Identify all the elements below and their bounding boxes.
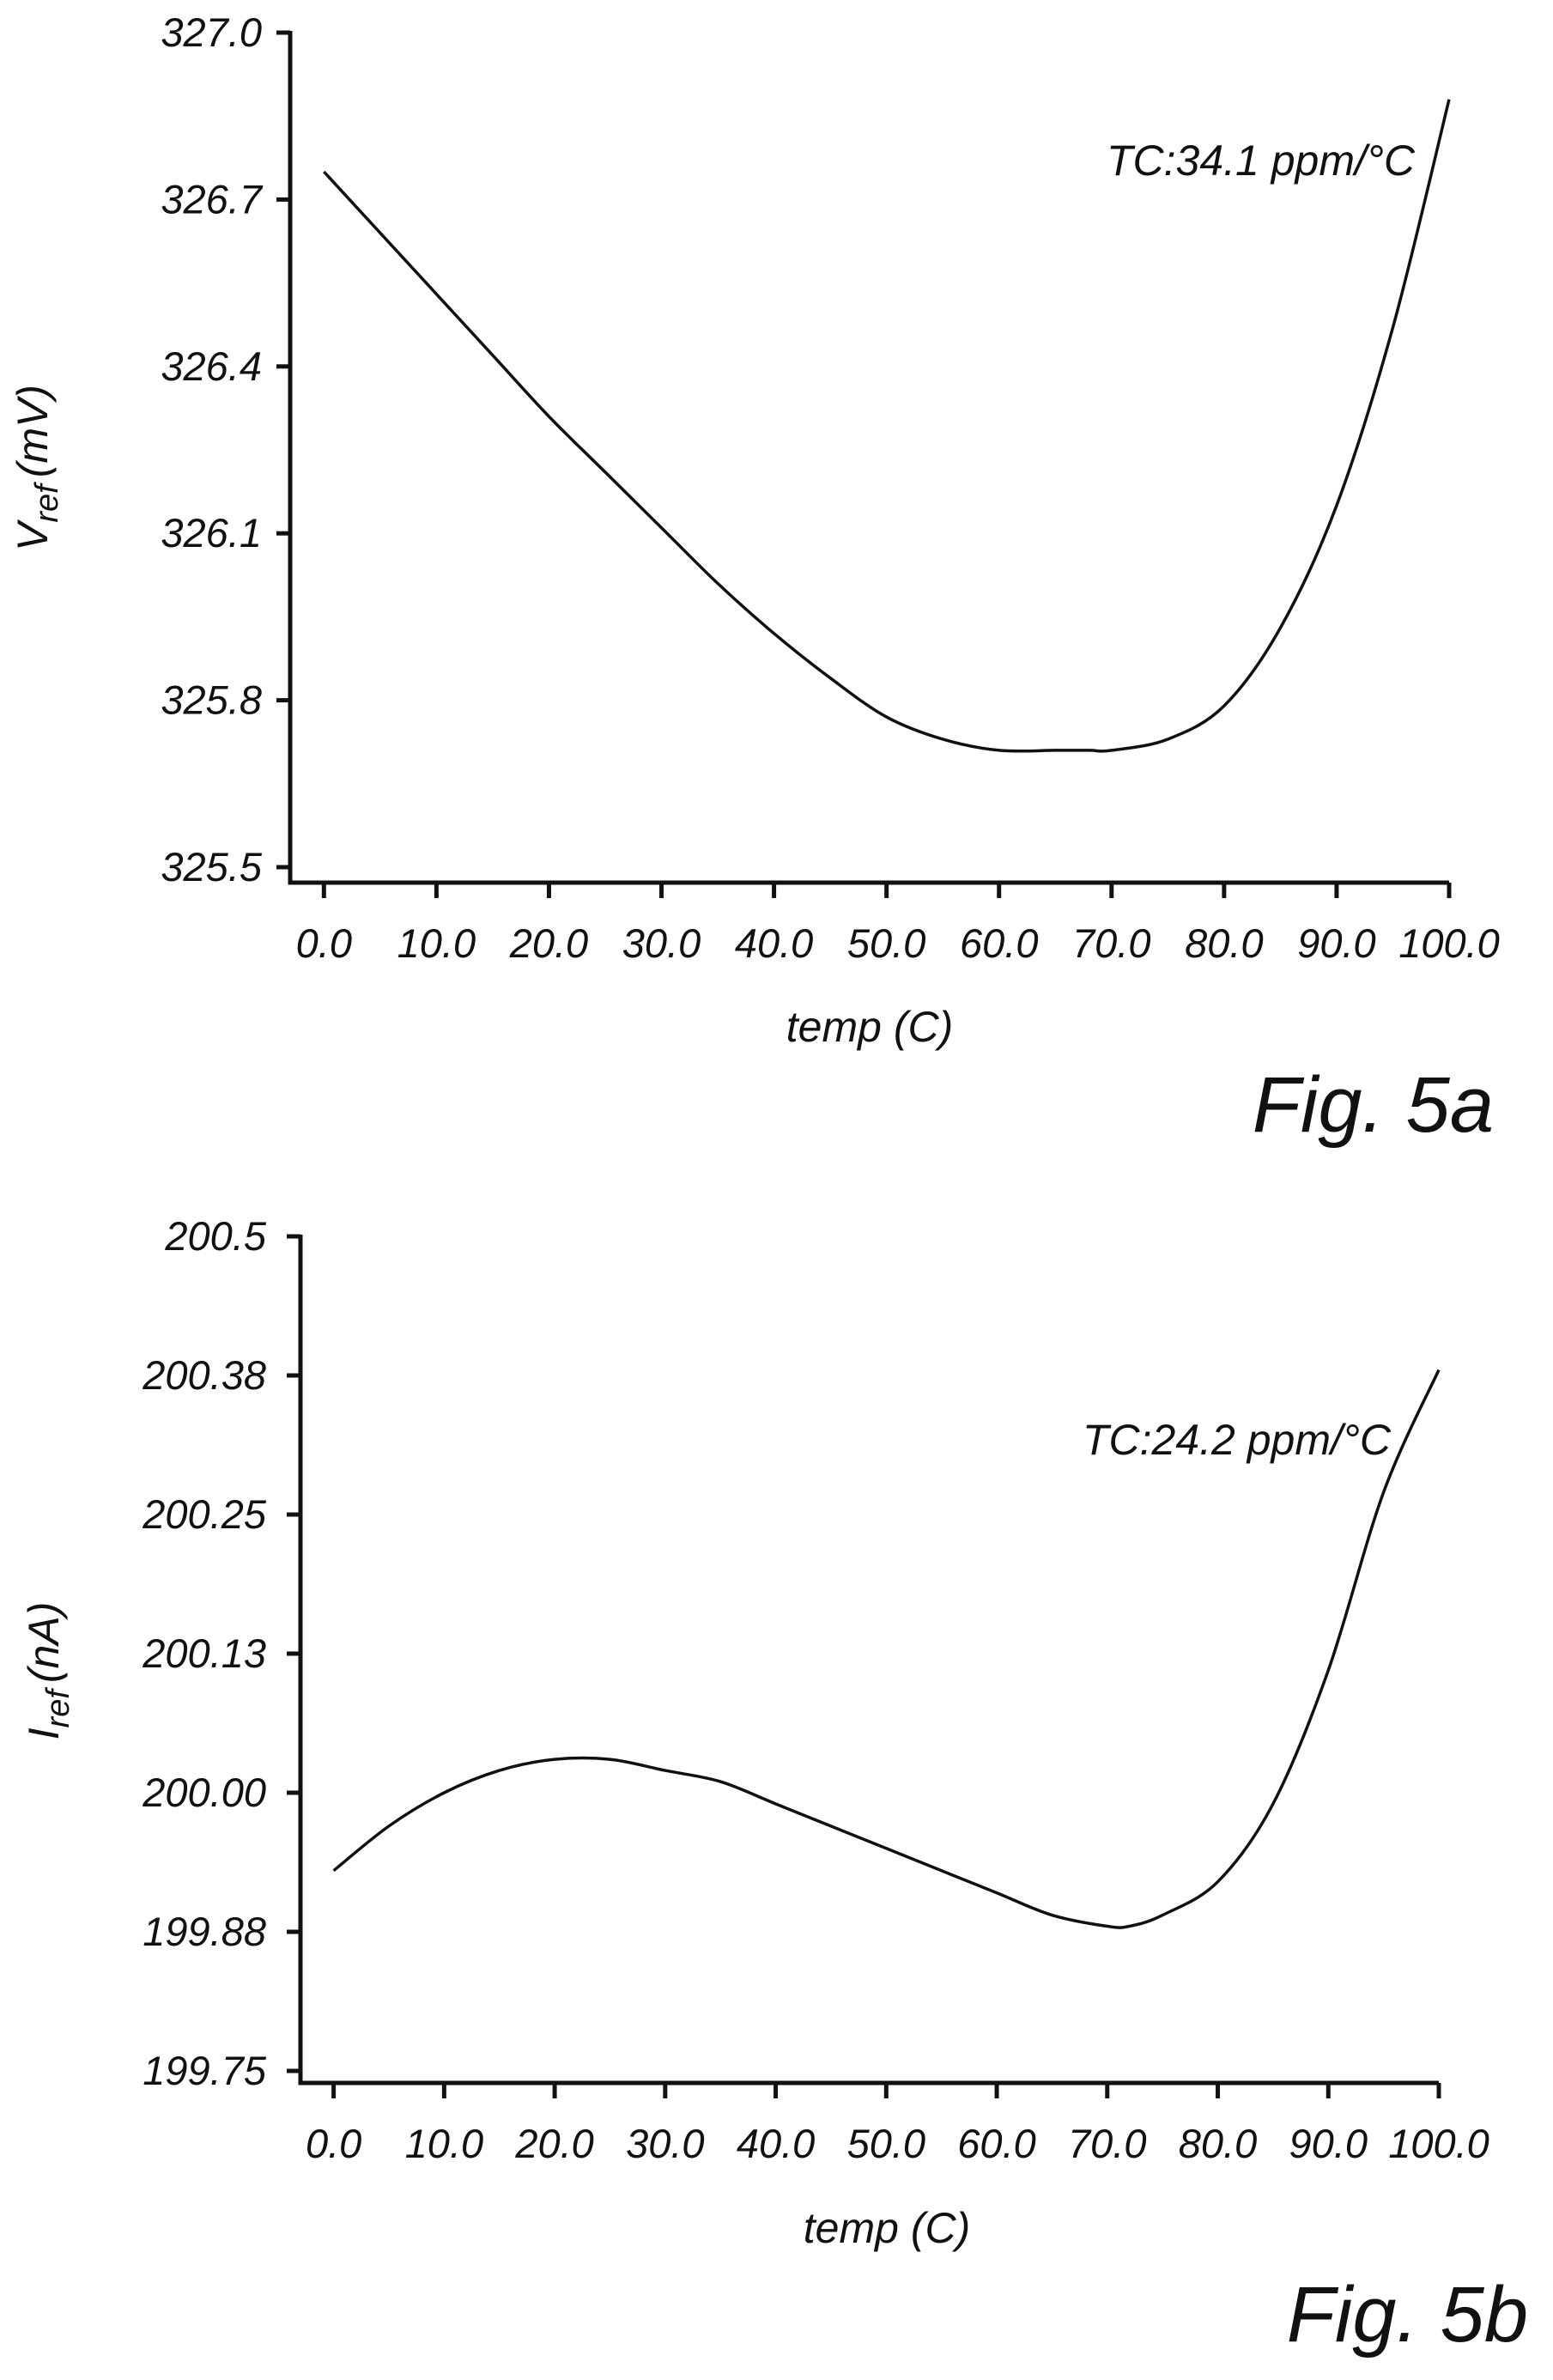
vref-ytick-label: 325.5 xyxy=(161,844,262,889)
vref-xtick-label: 100.0 xyxy=(1398,920,1500,966)
vref-ytick-label: 326.4 xyxy=(161,343,262,389)
chart-iref: 199.75 199.88 200.00 200.13 200.25 200.38 200.… xyxy=(20,1213,1528,2359)
vref-figure-label: Fig. 5a xyxy=(1253,1061,1494,1149)
chart-vref: 325.5 325.8 326.1 326.4 326.7 327.0 0.0 10.0 20.… xyxy=(9,9,1500,1149)
iref-xtick-label: 30.0 xyxy=(626,2121,704,2166)
iref-xtick-label: 40.0 xyxy=(737,2121,815,2166)
vref-xtick-label: 20.0 xyxy=(509,920,588,966)
iref-xtick-label: 60.0 xyxy=(957,2121,1035,2166)
vref-tc-annotation: TC:34.1 ppm/°C xyxy=(1107,137,1416,185)
iref-xtick-label: 70.0 xyxy=(1068,2121,1146,2166)
iref-ytick-label: 199.88 xyxy=(143,1909,266,1954)
vref-ylabel-sub: ref xyxy=(29,482,65,523)
iref-xtick-label: 90.0 xyxy=(1289,2121,1368,2166)
vref-xtick-label: 50.0 xyxy=(847,920,925,966)
vref-ytick-label: 325.8 xyxy=(161,677,262,723)
iref-xtick-label: 10.0 xyxy=(405,2121,483,2166)
iref-ylabel-sub: ref xyxy=(40,1687,76,1728)
vref-axes xyxy=(288,31,1449,885)
vref-series-line xyxy=(323,99,1451,753)
iref-ylabel-unit: (nA) xyxy=(20,1602,68,1683)
vref-xtick-label: 40.0 xyxy=(735,920,813,966)
iref-ytick-label: 200.25 xyxy=(142,1491,267,1537)
iref-ytick-label: 200.13 xyxy=(142,1630,266,1676)
vref-ytick-label: 326.7 xyxy=(161,176,263,222)
vref-ylabel: Vref (mV) xyxy=(9,385,65,551)
iref-ylabel: Iref (nA) xyxy=(20,1602,76,1740)
vref-xtick-label: 90.0 xyxy=(1297,920,1375,966)
iref-ytick-label: 199.75 xyxy=(143,2048,267,2093)
vref-xtick-label: 60.0 xyxy=(960,920,1038,966)
vref-xtick-label: 70.0 xyxy=(1072,920,1150,966)
iref-ytick-label: 200.38 xyxy=(142,1352,266,1398)
iref-xtick-label: 0.0 xyxy=(306,2121,361,2166)
vref-ytick-label: 326.1 xyxy=(161,510,262,556)
vref-ylabel-main: V xyxy=(9,519,57,551)
iref-xtick-label: 20.0 xyxy=(514,2121,593,2166)
vref-ytick-label: 327.0 xyxy=(161,9,262,55)
iref-xtick-label: 80.0 xyxy=(1179,2121,1257,2166)
iref-xlabel: temp (C) xyxy=(804,2204,970,2252)
vref-xtick-label: 80.0 xyxy=(1185,920,1263,966)
vref-xtick-label: 30.0 xyxy=(622,920,701,966)
iref-axes xyxy=(298,1235,1439,2086)
iref-series-line xyxy=(332,1369,1441,1929)
iref-xtick-label: 50.0 xyxy=(847,2121,925,2166)
iref-figure-label: Fig. 5b xyxy=(1287,2271,1528,2359)
iref-tc-annotation: TC:24.2 ppm/°C xyxy=(1083,1416,1392,1464)
iref-ytick-label: 200.5 xyxy=(164,1213,266,1259)
vref-xtick-label: 0.0 xyxy=(296,920,352,966)
vref-xlabel: temp (C) xyxy=(786,1003,953,1051)
iref-ylabel-main: I xyxy=(20,1727,68,1739)
vref-xtick-label: 10.0 xyxy=(397,920,476,966)
iref-xtick-label: 100.0 xyxy=(1388,2121,1489,2166)
iref-ytick-label: 200.00 xyxy=(142,1770,266,1815)
vref-ylabel-unit: (mV) xyxy=(9,385,57,477)
